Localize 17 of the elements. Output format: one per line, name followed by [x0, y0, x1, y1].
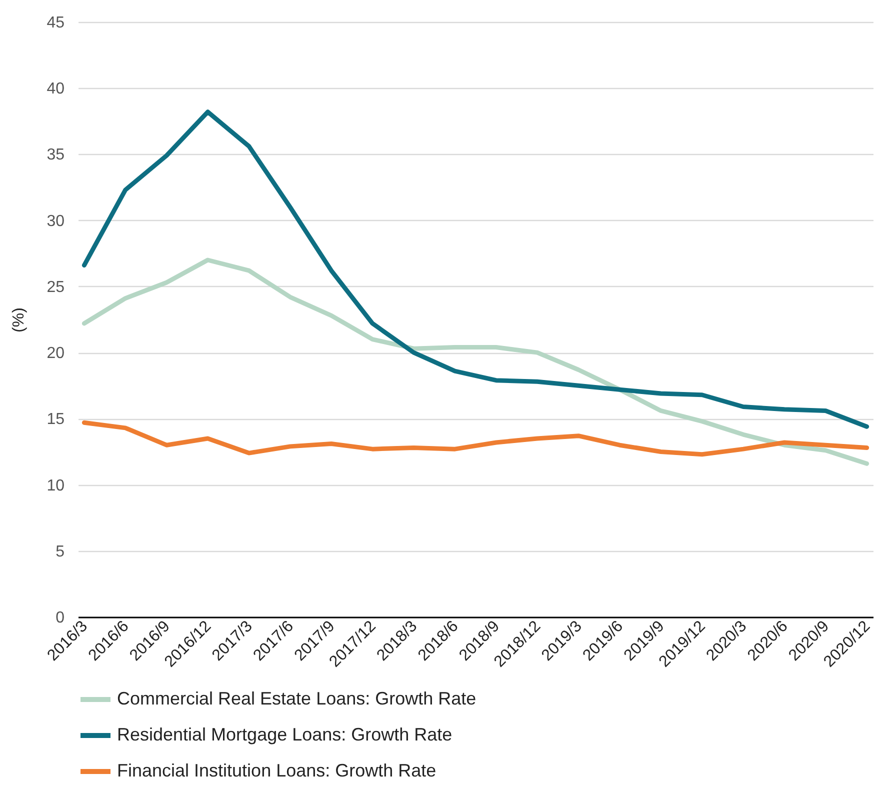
line-series — [82, 110, 870, 429]
y-tick-label: 0 — [56, 610, 65, 626]
y-tick-label: 30 — [46, 212, 65, 230]
legend-label: Residential Mortgage Loans: Growth Rate — [117, 724, 452, 744]
y-tick-label: 15 — [46, 411, 65, 428]
line-series — [82, 258, 870, 466]
y-tick-label: 10 — [46, 477, 65, 494]
legend-label: Financial Institution Loans: Growth Rate — [117, 760, 436, 780]
y-tick-label: 5 — [56, 543, 65, 560]
y-tick-label: 35 — [46, 146, 65, 164]
y-tick-label: 40 — [46, 80, 65, 98]
y-axis-title: (%) — [10, 308, 28, 332]
line-series — [82, 420, 870, 457]
y-tick-label: 45 — [46, 14, 65, 32]
y-tick-label: 20 — [46, 345, 65, 362]
legend-label: Commercial Real Estate Loans: Growth Rate — [117, 688, 476, 708]
y-tick-label: 25 — [46, 278, 65, 296]
